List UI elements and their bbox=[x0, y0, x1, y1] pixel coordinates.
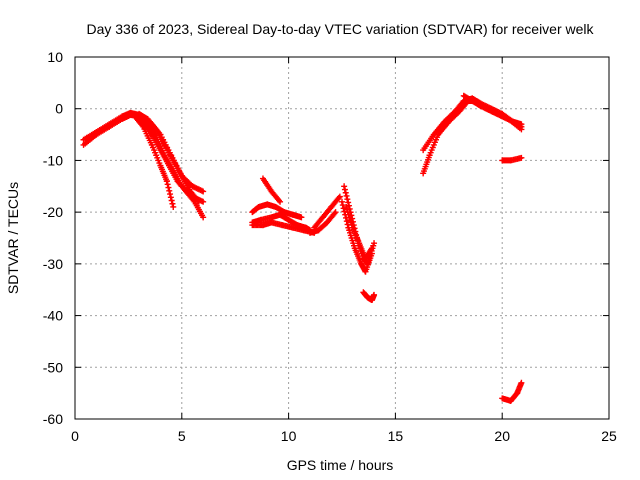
series-arc-1e bbox=[136, 110, 202, 205]
data-point bbox=[518, 121, 525, 128]
data-point bbox=[345, 199, 352, 206]
series-arc-2e bbox=[306, 209, 339, 236]
series-arc-2a bbox=[249, 201, 305, 221]
data-point bbox=[371, 240, 378, 247]
data-point bbox=[344, 196, 351, 203]
y-tick-label: 10 bbox=[47, 49, 63, 65]
data-point bbox=[336, 193, 343, 200]
data-point bbox=[368, 245, 375, 252]
x-tick-label: 0 bbox=[71, 428, 79, 444]
x-tick-label: 5 bbox=[178, 428, 186, 444]
y-tick-label: -60 bbox=[43, 411, 63, 427]
series-arc-2j bbox=[360, 289, 378, 304]
y-tick-label: -10 bbox=[43, 152, 63, 168]
data-point bbox=[298, 214, 305, 221]
x-tick-label: 15 bbox=[388, 428, 404, 444]
series-arc-2i bbox=[343, 203, 375, 262]
data-point bbox=[139, 122, 146, 129]
series-arc-2c bbox=[249, 219, 318, 236]
data-point bbox=[166, 187, 173, 194]
data-point bbox=[341, 186, 348, 193]
series-arc-3d bbox=[499, 154, 525, 164]
data-point bbox=[163, 178, 170, 185]
data-point bbox=[170, 203, 177, 210]
data-point bbox=[165, 184, 172, 191]
data-point bbox=[277, 198, 284, 205]
data-point bbox=[164, 181, 171, 188]
data-point bbox=[167, 194, 174, 201]
data-point bbox=[335, 194, 342, 201]
data-point bbox=[341, 183, 348, 190]
data-point bbox=[331, 210, 338, 217]
series-arc-2f bbox=[311, 193, 343, 231]
data-point bbox=[169, 200, 176, 207]
data-point bbox=[152, 125, 159, 132]
data-point bbox=[194, 197, 201, 204]
y-tick-label: 0 bbox=[55, 101, 63, 117]
data-point bbox=[168, 197, 175, 204]
chart-title: Day 336 of 2023, Sidereal Day-to-day VTE… bbox=[86, 21, 594, 37]
tick-layer: 0 5 10 15 20 25 10 0 -10 -20 -30 -40 -50 -60 bbox=[43, 49, 617, 444]
series-arc-3c bbox=[460, 92, 525, 128]
data-point bbox=[343, 192, 350, 199]
data-point bbox=[371, 291, 378, 298]
x-tick-label: 20 bbox=[494, 428, 510, 444]
data-point bbox=[518, 379, 525, 386]
data-point bbox=[200, 214, 207, 221]
plot-frame bbox=[74, 56, 610, 420]
data-point bbox=[518, 154, 525, 161]
y-tick-label: -20 bbox=[43, 204, 63, 220]
data-point bbox=[342, 189, 349, 196]
series-arc-1d bbox=[131, 113, 177, 210]
series-layer bbox=[80, 92, 525, 404]
y-tick-label: -50 bbox=[43, 359, 63, 375]
data-point bbox=[167, 191, 174, 198]
data-point bbox=[339, 198, 345, 205]
x-tick-label: 25 bbox=[601, 428, 617, 444]
x-axis-label: GPS time / hours bbox=[287, 457, 394, 473]
x-tick-label: 10 bbox=[281, 428, 297, 444]
data-point bbox=[332, 209, 339, 216]
data-point bbox=[343, 218, 350, 225]
data-point bbox=[368, 246, 375, 253]
y-tick-label: -40 bbox=[43, 308, 63, 324]
series-arc-3e bbox=[499, 379, 525, 404]
data-point bbox=[195, 198, 202, 205]
series-arc-2d bbox=[259, 175, 284, 205]
data-point bbox=[339, 202, 346, 209]
y-tick-label: -30 bbox=[43, 256, 63, 272]
data-point bbox=[275, 197, 282, 204]
data-point bbox=[200, 188, 207, 195]
y-axis-label: SDTVAR / TECUs bbox=[5, 182, 21, 294]
